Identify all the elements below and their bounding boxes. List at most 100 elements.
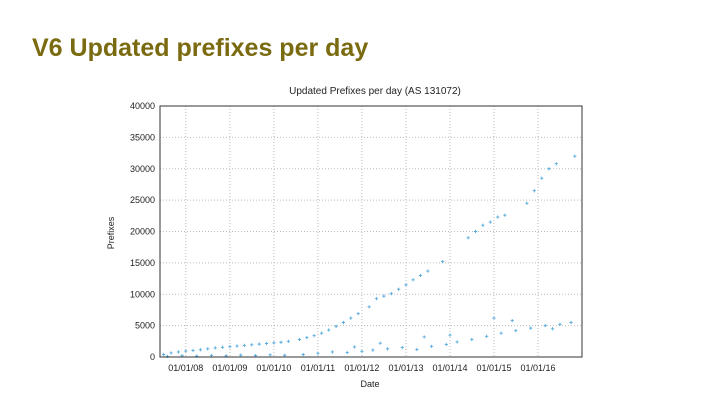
data-point (356, 312, 360, 316)
data-point (404, 283, 408, 287)
data-point (220, 345, 225, 349)
scatter-chart: Updated Prefixes per day (AS 131072) Pre… (106, 86, 583, 389)
data-point (492, 316, 496, 320)
data-point (503, 213, 507, 217)
x-tick-label: 01/01/10 (256, 363, 291, 373)
y-tick-label: 10000 (130, 289, 155, 299)
data-point (389, 292, 393, 296)
data-point (400, 345, 404, 350)
x-tick-label: 01/01/13 (388, 363, 423, 373)
data-point (235, 344, 239, 348)
data-point (330, 350, 334, 354)
data-point (242, 343, 246, 347)
data-point (320, 331, 324, 335)
data-point (540, 176, 544, 180)
data-point (529, 326, 533, 330)
data-point (169, 351, 173, 355)
x-tick-label: 01/01/08 (168, 363, 203, 373)
data-point (397, 287, 401, 291)
data-point (411, 278, 415, 282)
x-tick-label: 01/01/14 (432, 363, 467, 373)
x-axis-label: Date (360, 379, 379, 389)
data-point (473, 229, 478, 234)
data-point (239, 353, 243, 357)
y-axis-label: Prefixes (106, 216, 116, 249)
data-point (341, 320, 346, 325)
x-tick-labels: 01/01/08 01/01/09 01/01/10 01/01/11 01/01/12… (168, 363, 555, 373)
data-point (385, 347, 390, 351)
data-point (448, 333, 452, 337)
data-point (481, 223, 485, 227)
data-point (569, 320, 573, 325)
data-point (283, 353, 287, 357)
y-tick-label: 0 (150, 352, 155, 362)
data-point (496, 215, 500, 219)
data-point (532, 189, 536, 193)
x-tick-label: 01/01/12 (344, 363, 379, 373)
y-tick-label: 35000 (130, 132, 155, 142)
y-tick-labels: 0 5000 10000 15000 20000 25000 30000 35000 40000 (130, 101, 155, 362)
data-point (305, 335, 309, 340)
x-tick-label: 01/01/09 (212, 363, 247, 373)
grid (160, 105, 582, 358)
data-point (301, 352, 305, 357)
data-point (286, 339, 290, 343)
data-point (466, 236, 470, 240)
chart-title: Updated Prefixes per day (AS 131072) (289, 86, 461, 97)
data-point (268, 353, 272, 357)
data-point (510, 319, 514, 323)
data-point (426, 269, 430, 273)
data-point (470, 337, 474, 342)
data-point (264, 341, 269, 346)
data-point (554, 162, 558, 166)
chart-container: Updated Prefixes per day (AS 131072) Pre… (100, 78, 600, 393)
data-point (429, 344, 434, 348)
data-point (382, 294, 386, 298)
data-point (257, 342, 261, 346)
data-point (415, 347, 419, 352)
data-point (558, 322, 562, 326)
data-point (352, 345, 357, 349)
y-tick-label: 25000 (130, 195, 155, 205)
data-point (543, 324, 547, 328)
y-tick-label: 15000 (130, 258, 155, 268)
data-point (272, 341, 276, 345)
data-point (488, 220, 492, 224)
data-point (191, 348, 195, 353)
data-point (485, 334, 489, 338)
data-point (547, 167, 551, 171)
data-point (250, 343, 254, 347)
x-tick-label: 01/01/15 (476, 363, 511, 373)
data-point (444, 342, 448, 347)
data-point (316, 351, 320, 355)
data-point (514, 329, 518, 333)
y-tick-label: 5000 (135, 321, 155, 331)
data-point (206, 347, 210, 351)
data-point (162, 352, 166, 357)
data-point (573, 154, 577, 158)
data-point (209, 353, 214, 358)
data-point (418, 273, 423, 278)
y-tick-label: 40000 (130, 101, 155, 111)
data-point (297, 337, 302, 342)
data-point (371, 348, 375, 352)
data-point (378, 341, 382, 345)
data-point (213, 346, 217, 350)
data-point (349, 316, 353, 320)
data-point (455, 340, 459, 344)
data-point (176, 350, 181, 354)
x-tick-label: 01/01/11 (301, 363, 335, 373)
data-point (441, 260, 445, 264)
x-tick-label: 01/01/16 (520, 363, 555, 373)
data-point (360, 349, 364, 353)
data-point (345, 351, 349, 355)
data-point (228, 345, 232, 349)
y-tick-label: 20000 (130, 227, 155, 237)
plot-frame (159, 105, 583, 358)
data-point (184, 349, 188, 353)
data-point (422, 335, 426, 339)
data-point (550, 327, 555, 331)
data-point (367, 305, 371, 309)
y-tick-label: 30000 (130, 164, 155, 174)
data-point (525, 201, 529, 205)
